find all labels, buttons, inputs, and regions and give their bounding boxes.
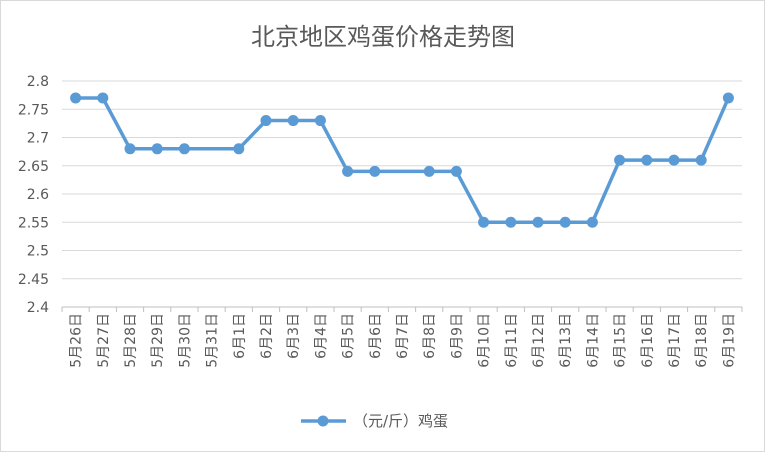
x-tick-label: 6月15日: [613, 313, 629, 368]
x-tick-label: 6月19日: [721, 313, 737, 368]
x-tick-label: 5月31日: [205, 313, 221, 368]
data-point: [478, 216, 490, 228]
x-axis-ticks: 5月26日 5月27日 5月28日 5月29日 5月30日 5月31日 6月1日 6月2日 6月…: [69, 313, 738, 368]
y-tick-label: 2.6: [27, 187, 49, 203]
x-tick-label: 6月3日: [286, 313, 302, 359]
x-tick-label: 6月12日: [531, 313, 547, 368]
data-point: [97, 92, 109, 104]
data-point: [695, 154, 707, 166]
data-point: [614, 154, 626, 166]
data-point: [233, 143, 245, 155]
y-tick-label: 2.5: [27, 244, 49, 260]
x-tick-label: 5月26日: [69, 313, 85, 368]
data-point: [287, 115, 299, 127]
x-tick-label: 6月9日: [449, 313, 465, 359]
x-tick-label: 5月27日: [96, 313, 112, 368]
legend: （元/斤）鸡蛋: [301, 412, 448, 430]
chart-title: 北京地区鸡蛋价格走势图: [251, 23, 515, 51]
gridlines: [62, 80, 742, 280]
x-tick-label: 6月2日: [259, 313, 275, 359]
y-tick-label: 2.55: [18, 215, 49, 231]
data-point: [314, 115, 326, 127]
data-point: [342, 165, 354, 177]
x-tick-label: 6月14日: [585, 313, 601, 368]
y-tick-label: 2.7: [27, 131, 49, 147]
data-point: [260, 115, 272, 127]
x-tick-label: 6月8日: [422, 313, 438, 359]
x-tick-label: 6月1日: [232, 313, 248, 359]
data-point: [124, 143, 136, 155]
data-point: [641, 154, 653, 166]
data-point: [668, 154, 680, 166]
x-tick-label: 6月6日: [368, 313, 384, 359]
x-tick-label: 5月30日: [177, 313, 193, 368]
x-tick-label: 6月16日: [640, 313, 656, 368]
x-tick-label: 6月13日: [558, 313, 574, 368]
x-tick-label: 6月10日: [477, 313, 493, 368]
y-tick-label: 2.8: [27, 74, 49, 90]
legend-point-marker: [317, 415, 329, 427]
data-point: [559, 216, 571, 228]
y-axis-ticks: 2.4 2.45 2.5 2.55 2.6 2.65 2.7 2.75 2.8: [18, 74, 49, 316]
data-point: [178, 143, 190, 155]
y-tick-label: 2.65: [18, 159, 49, 175]
x-tick-label: 6月4日: [313, 313, 329, 359]
data-point: [450, 165, 462, 177]
x-axis: [61, 306, 743, 312]
data-point: [369, 165, 381, 177]
y-tick-label: 2.45: [18, 272, 49, 288]
x-tick-label: 5月28日: [123, 313, 139, 368]
x-tick-label: 6月5日: [341, 313, 357, 359]
series-line: [75, 96, 731, 224]
x-tick-label: 6月17日: [667, 313, 683, 368]
data-point: [722, 92, 734, 104]
data-point: [586, 216, 598, 228]
x-tick-label: 6月18日: [694, 313, 710, 368]
x-tick-label: 6月11日: [504, 313, 520, 368]
y-tick-label: 2.4: [27, 300, 49, 316]
x-tick-label: 5月29日: [150, 313, 166, 368]
legend-label: （元/斤）鸡蛋: [353, 412, 448, 430]
y-tick-label: 2.75: [18, 102, 49, 118]
x-tick-label: 6月7日: [395, 313, 411, 359]
data-point: [505, 216, 517, 228]
data-point: [423, 165, 435, 177]
data-point: [70, 92, 82, 104]
data-point: [151, 143, 163, 155]
data-point: [532, 216, 544, 228]
series-group: [70, 92, 734, 228]
